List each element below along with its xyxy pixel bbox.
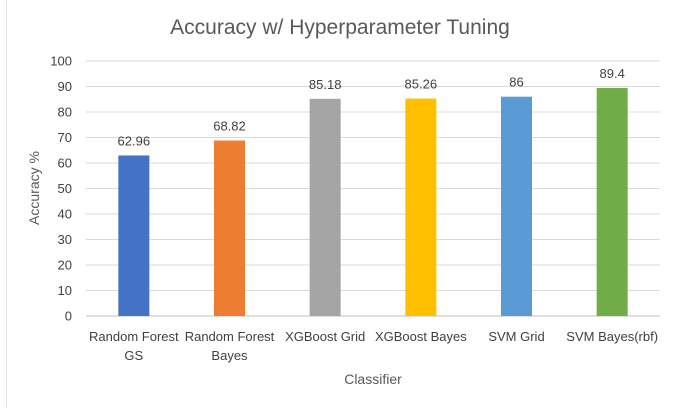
bar [596, 88, 628, 316]
y-tick-label: 10 [58, 283, 72, 298]
y-tick-label: 40 [58, 207, 72, 222]
y-tick-label: 70 [58, 130, 72, 145]
gridlines [86, 60, 660, 317]
x-axis-categories: Random Forest GS Random Forest Bayes XGBoost… [89, 329, 658, 363]
y-axis-title: Accuracy % [26, 151, 42, 225]
bar [405, 98, 437, 316]
x-axis-title: Classifier [344, 371, 402, 387]
data-label: 89.4 [600, 66, 625, 81]
bar [501, 96, 532, 316]
y-tick-label: 20 [58, 258, 72, 273]
y-tick-label: 0 [65, 309, 72, 324]
category-label: GS [124, 348, 143, 363]
data-labels: 62.96 68.82 85.18 85.26 86 89.4 [118, 66, 625, 148]
category-label: Random Forest [185, 329, 275, 344]
chart-title: Accuracy w/ Hyperparameter Tuning [170, 16, 510, 39]
category-label: SVM Bayes(rbf) [566, 329, 658, 344]
category-label: XGBoost Bayes [375, 329, 467, 344]
y-tick-label: 100 [50, 54, 72, 69]
bars [118, 88, 628, 316]
y-tick-label: 60 [58, 156, 72, 171]
y-tick-label: 50 [58, 181, 72, 196]
data-label: 68.82 [213, 119, 246, 134]
spreadsheet-edge [0, 0, 7, 408]
y-tick-label: 30 [58, 232, 72, 247]
y-tick-label: 80 [58, 105, 72, 120]
data-label: 86 [509, 75, 523, 90]
category-label: Bayes [211, 348, 248, 363]
data-label: 85.18 [309, 77, 342, 92]
bar [118, 155, 150, 316]
category-label: Random Forest [89, 329, 179, 344]
data-label: 62.96 [118, 133, 151, 148]
bar [214, 140, 245, 316]
y-axis-ticks: 0 10 20 30 40 50 60 70 80 90 100 [50, 54, 72, 324]
bar [309, 98, 341, 316]
category-label: XGBoost Grid [285, 329, 365, 344]
category-label: SVM Grid [488, 329, 544, 344]
data-label: 85.26 [405, 77, 438, 92]
y-tick-label: 90 [58, 79, 72, 94]
